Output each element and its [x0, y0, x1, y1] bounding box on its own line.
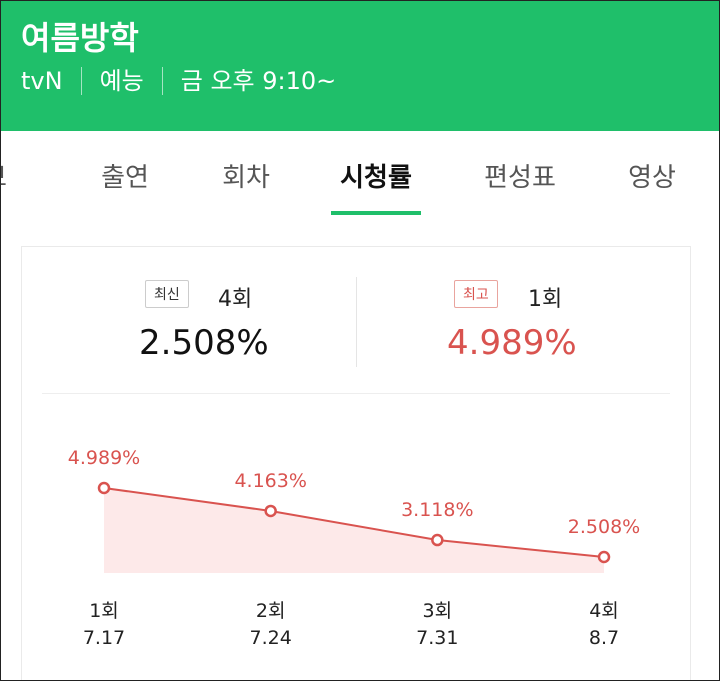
rating: 2.508%	[139, 323, 269, 363]
tab[interactable]: 영상	[628, 163, 676, 193]
tab[interactable]: 출연	[101, 163, 149, 193]
value-label: 4.989%	[68, 447, 140, 469]
x-label: 4회	[589, 600, 619, 622]
episode: 1회	[528, 287, 563, 312]
tab[interactable]: 정보	[1, 157, 33, 194]
point	[264, 504, 277, 518]
x-label: 1회	[89, 600, 119, 622]
x-date: 8.7	[589, 627, 619, 649]
tab-underline	[331, 211, 421, 215]
divider	[42, 393, 670, 394]
divider	[356, 277, 357, 367]
x-date: 7.24	[250, 627, 292, 649]
show-meta: tvN 예능 금 오후 9:10~	[21, 67, 372, 95]
point	[97, 481, 111, 495]
episode: 4회	[218, 287, 253, 312]
channel: tvN	[21, 67, 82, 95]
value-label: 2.508%	[568, 516, 640, 538]
schedule: 금 오후 9:10~	[180, 67, 337, 95]
badge: 최고	[454, 280, 498, 308]
tab[interactable]: 편성표	[484, 163, 556, 193]
x-date: 7.31	[416, 627, 458, 649]
genre: 예능	[100, 67, 163, 95]
rating-card: 최신 4회 2.508% 최고 1회 4.989%	[21, 246, 691, 680]
point	[431, 533, 444, 547]
header: 여름방학 tvN 예능 금 오후 9:10~	[1, 1, 719, 131]
x-date: 7.17	[83, 627, 125, 649]
line	[103, 487, 605, 558]
tab[interactable]: 회차	[222, 163, 270, 193]
tab-active[interactable]: 시청률	[340, 163, 412, 193]
tab-bar: 정보 출연 회차 시청률 편성표 영상	[1, 131, 719, 217]
show-title: 여름방학	[21, 19, 139, 57]
value-label: 3.118%	[401, 499, 473, 521]
badge: 최신	[145, 280, 189, 308]
value-label: 4.163%	[234, 470, 306, 492]
area	[104, 488, 604, 573]
rating: 4.989%	[447, 323, 577, 363]
x-label: 2회	[256, 600, 286, 622]
point	[597, 550, 611, 564]
x-label: 3회	[423, 600, 453, 622]
